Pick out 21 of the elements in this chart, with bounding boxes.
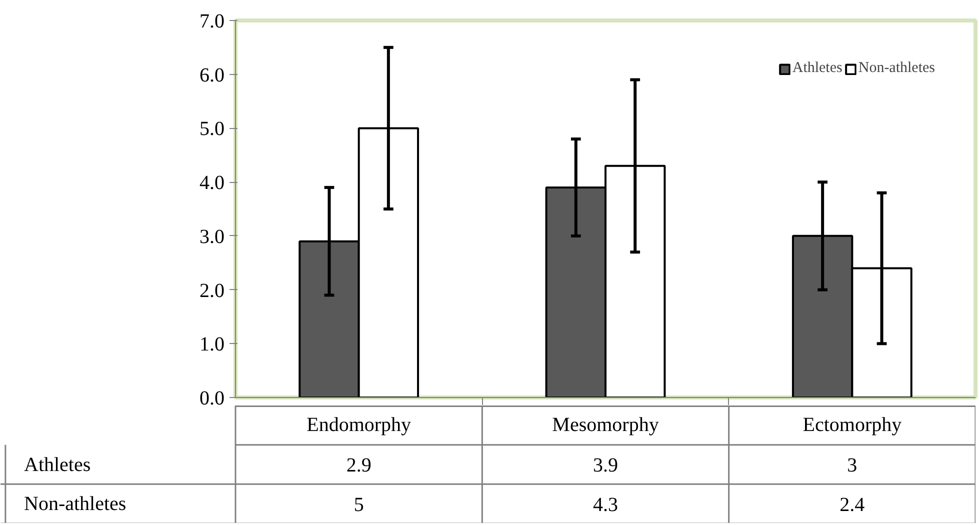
data-label: 3 [847,454,858,476]
y-tick-label: 0.0 [200,388,224,410]
x-tick-label: Mesomorphy [552,414,659,436]
data-label: 5 [354,494,364,516]
y-tick-label: 7.0 [200,10,224,32]
y-tick-label: 6.0 [200,64,224,86]
data-label: 3.9 [593,454,618,476]
data-label: 4.3 [593,494,618,516]
text: Non-athletes [24,492,126,514]
x-tick-label: Ectomorphy [802,414,902,436]
y-tick-label: 5.0 [200,118,224,140]
y-tick-label: 1.0 [200,334,224,356]
text: Athletes [24,454,91,476]
legend-label: Athletes [792,60,842,77]
y-tick-label: 3.0 [200,226,224,248]
legend-label: Non-athletes [858,60,935,77]
y-tick-label: 4.0 [200,172,224,194]
data-label: 2.9 [346,454,372,476]
y-tick-label: 2.0 [200,280,224,302]
x-tick-label: Endomorphy [306,414,412,436]
data-label: 2.4 [840,494,865,516]
